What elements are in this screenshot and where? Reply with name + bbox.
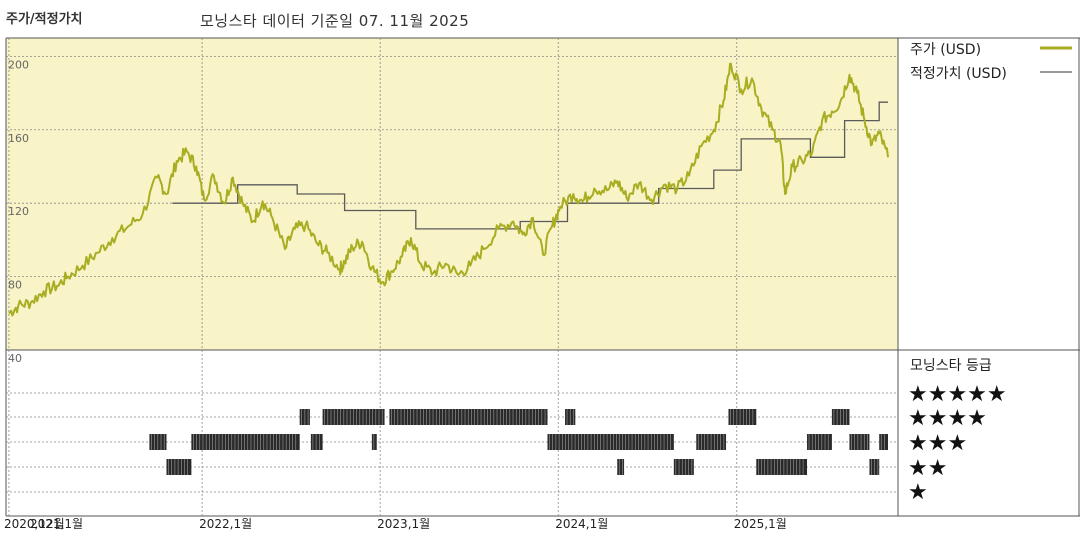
y-tick-120: 120 <box>8 205 29 218</box>
rating-segment-16 <box>807 434 832 450</box>
rating-5-stars: ★★★★★ <box>908 382 1007 407</box>
chart-date-header: 모닝스타 데이터 기준일 07. 11월 2025 <box>200 12 470 30</box>
rating-3-stars: ★★★ <box>908 431 967 456</box>
rating-4-stars: ★★★★ <box>908 406 987 431</box>
rating-1-star: ★ <box>908 480 928 505</box>
rating-segment-12 <box>673 459 694 475</box>
legend: 주가 (USD) 적정가치 (USD) 모닝스타 등급 ★★★★★ ★★★★ ★… <box>908 42 1072 505</box>
rating-segment-2 <box>191 434 300 450</box>
x-tick-label-2: 2023,1월 <box>377 517 430 531</box>
x-tick-label-3: 2024,1월 <box>555 517 608 531</box>
x-tick-label-0: 2021,1월 <box>30 517 83 531</box>
x-tick-label-4: 2025,1월 <box>734 517 787 531</box>
tick-labels: 40 80 120 160 200 2021,1월 2022,1월 2023,1월 2024,1… <box>4 58 787 531</box>
y-tick-160: 160 <box>8 132 29 145</box>
rating-segment-15 <box>756 459 808 475</box>
x-tick-label-overlap: 2020,12월 <box>4 517 65 531</box>
fair-value-line <box>172 101 888 230</box>
rating-segment-8 <box>547 434 629 450</box>
rating-segment-19 <box>869 459 880 475</box>
rating-segment-11 <box>617 434 674 450</box>
legend-price-label: 주가 (USD) <box>910 42 981 58</box>
rating-segment-17 <box>831 409 850 425</box>
rating-bars <box>149 409 888 475</box>
price-line <box>8 62 889 317</box>
rating-segment-14 <box>728 409 757 425</box>
rating-segment-20 <box>879 434 888 450</box>
rating-plot-background <box>6 350 898 516</box>
y-tick-80: 80 <box>8 279 22 292</box>
rating-segment-4 <box>310 434 323 450</box>
y-tick-40: 40 <box>8 352 22 365</box>
rating-title: 모닝스타 등급 <box>910 358 992 374</box>
series-layer <box>8 62 889 317</box>
x-tick-label-1: 2022,1월 <box>199 517 252 531</box>
rating-segment-6 <box>371 434 377 450</box>
legend-fair-label: 적정가치 (USD) <box>910 66 1007 82</box>
chart-left-title: 주가/적정가치 <box>6 12 83 27</box>
rating-segment-1 <box>166 459 192 475</box>
rating-2-stars: ★★ <box>908 456 947 481</box>
rating-segment-18 <box>849 434 870 450</box>
y-tick-200: 200 <box>8 58 29 71</box>
rating-segment-10 <box>617 459 625 475</box>
price-plot-background <box>6 38 898 350</box>
